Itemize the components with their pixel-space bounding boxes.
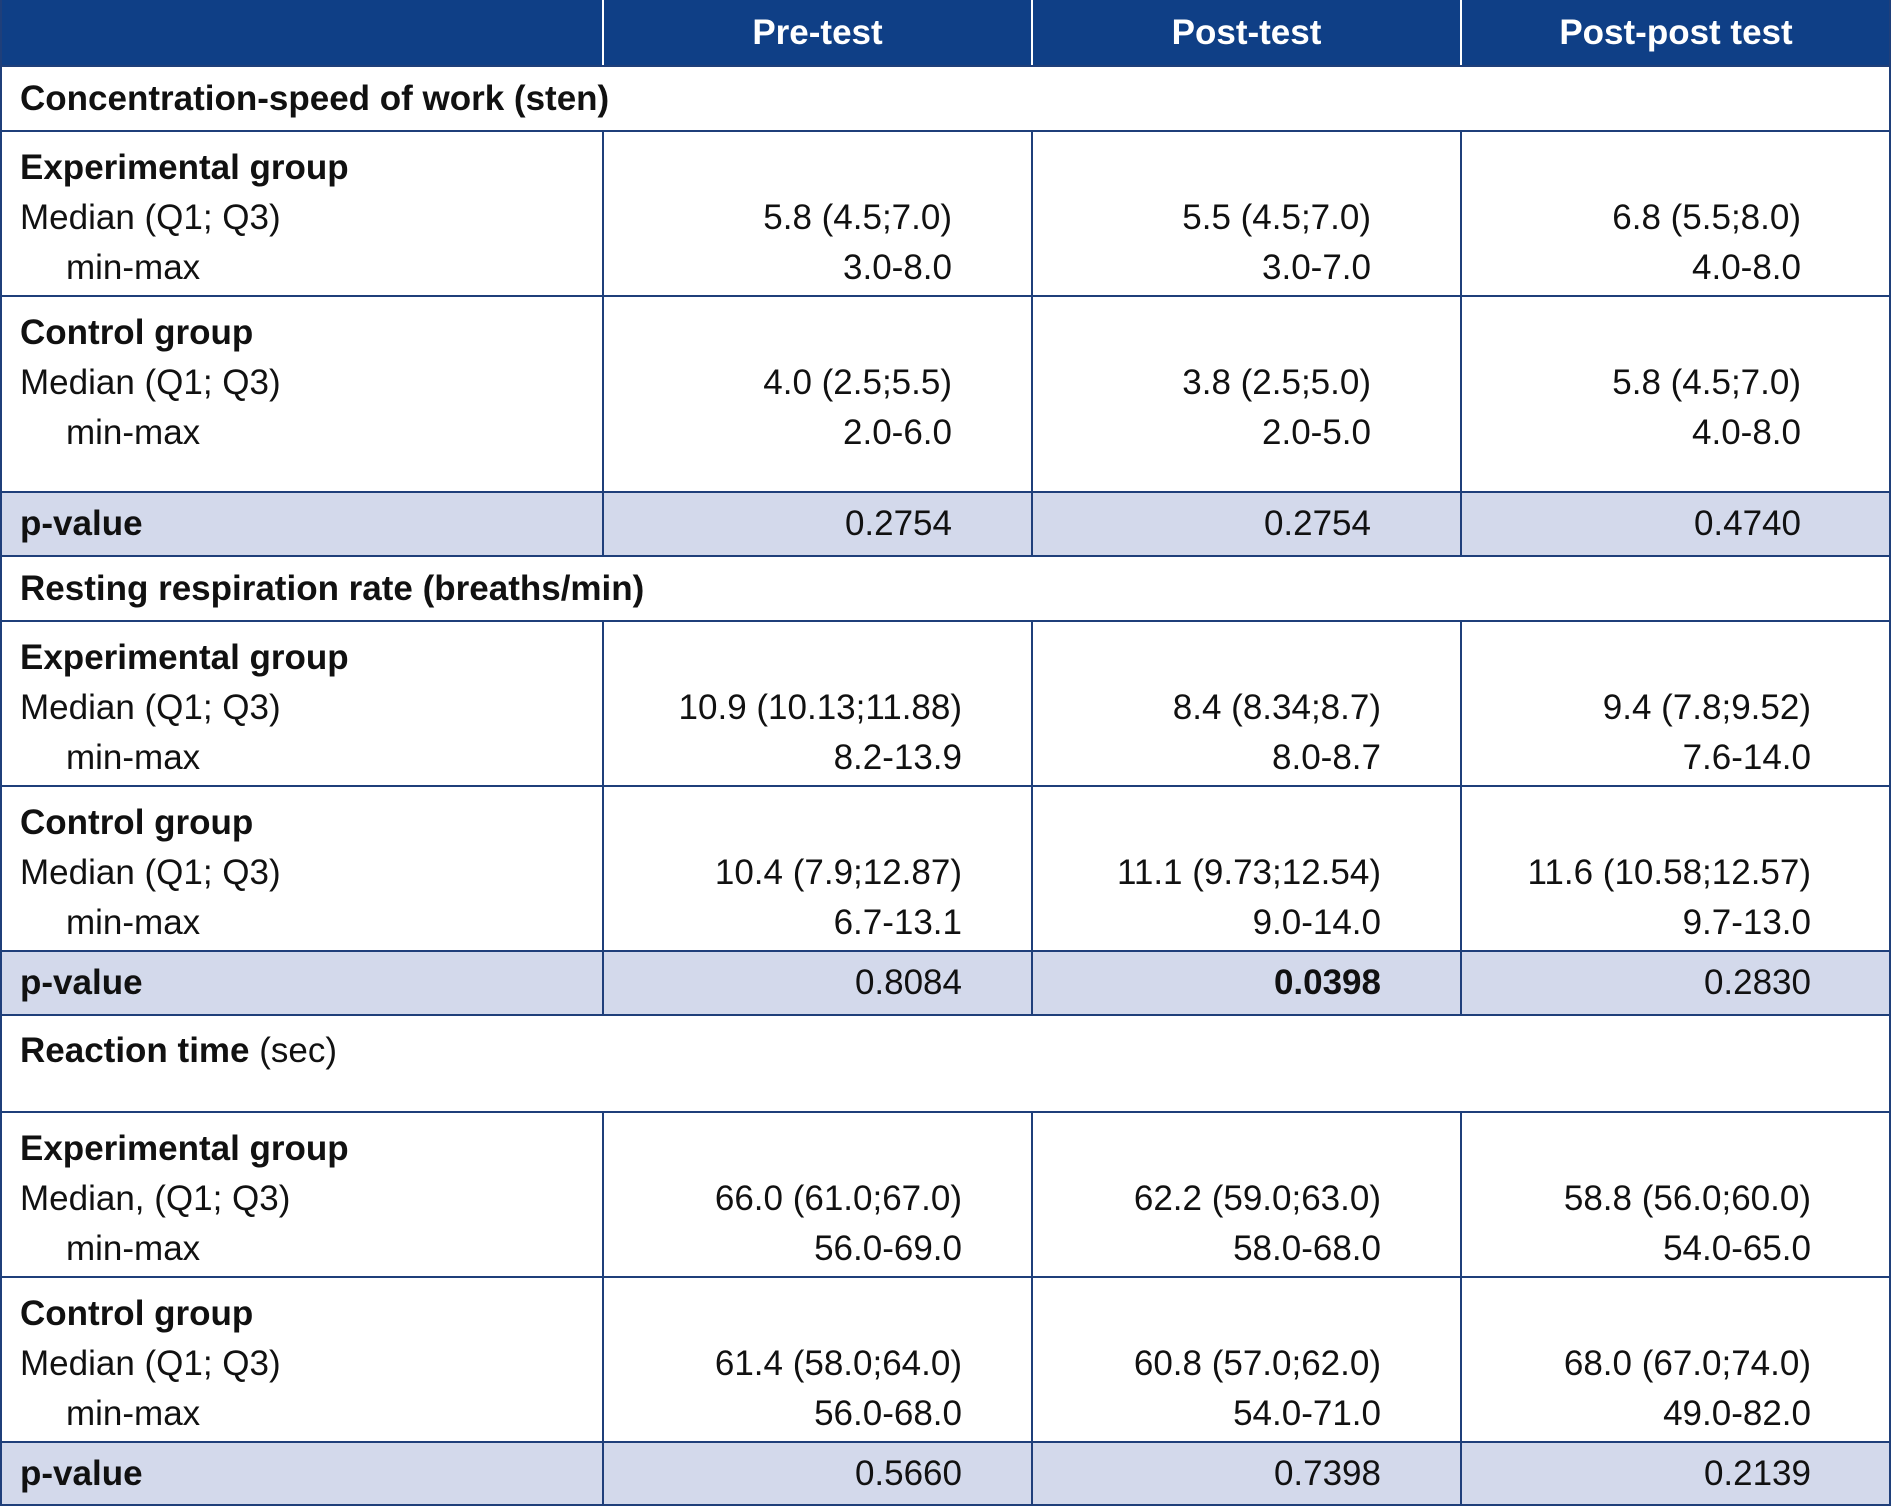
pvalue-value-significant: 0.0398 [1273,963,1381,1002]
median-value: 3.8 (2.5;5.0) [1182,363,1371,402]
pvalue-value: 0.5660 [854,1454,962,1493]
pvalue-value: 0.2139 [1703,1454,1811,1493]
minmax-label: min-max [66,1394,201,1433]
median-value: 5.8 (4.5;7.0) [1612,363,1801,402]
pvalue-label: p-value [20,504,143,543]
pvalue-value: 0.8084 [854,963,962,1002]
pvalue-value: 0.2754 [844,504,952,543]
minmax-value: 7.6-14.0 [1682,738,1811,777]
pvalue-value: 0.4740 [1693,504,1801,543]
minmax-value: 3.0-7.0 [1262,248,1371,287]
pvalue-row: p-value 0.5660 0.7398 0.2139 [0,1442,1891,1506]
header-cell-post-test: Post-test [1032,0,1461,66]
header-post-test: Post-test [1171,13,1322,52]
minmax-value: 4.0-8.0 [1692,413,1801,452]
group-row-control: Control group Median (Q1; Q3) min-max 61… [0,1277,1891,1442]
section-title: Reaction time (sec) [20,1026,337,1076]
minmax-value: 2.0-5.0 [1262,413,1371,452]
minmax-value: 9.0-14.0 [1252,903,1381,942]
median-value: 61.4 (58.0;64.0) [714,1344,962,1383]
table-header-row: Pre-test Post-test Post-post test [0,0,1891,66]
minmax-value: 4.0-8.0 [1692,248,1801,287]
header-cell-post-post-test: Post-post test [1461,0,1891,66]
minmax-label: min-max [66,903,201,942]
minmax-label: min-max [66,1229,201,1268]
section-title-unit: (sec) [249,1031,337,1070]
group-label: Control group [20,313,254,352]
median-value: 11.6 (10.58;12.57) [1527,853,1811,892]
minmax-value: 8.0-8.7 [1272,738,1381,777]
median-value: 10.4 (7.9;12.87) [714,853,962,892]
median-value: 8.4 (8.34;8.7) [1172,688,1381,727]
median-value: 10.9 (10.13;11.88) [678,688,962,727]
header-cell-empty [0,0,603,66]
section-title-row: Concentration-speed of work (sten) [0,66,1891,131]
pvalue-label: p-value [20,1454,143,1493]
group-row-control: Control group Median (Q1; Q3) min-max 10… [0,786,1891,951]
median-value: 5.8 (4.5;7.0) [763,198,952,237]
minmax-value: 58.0-68.0 [1233,1229,1381,1268]
group-row-experimental: Experimental group Median (Q1; Q3) min-m… [0,621,1891,786]
pvalue-value: 0.2830 [1703,963,1811,1002]
section-title-row: Resting respiration rate (breaths/min) [0,556,1891,621]
section-title: Concentration-speed of work (sten) [20,79,610,118]
group-row-experimental: Experimental group Median, (Q1; Q3) min-… [0,1112,1891,1277]
header-pre-test: Pre-test [752,13,883,52]
minmax-value: 3.0-8.0 [843,248,952,287]
median-value: 62.2 (59.0;63.0) [1133,1179,1381,1218]
median-value: 60.8 (57.0;62.0) [1133,1344,1381,1383]
header-cell-pre-test: Pre-test [603,0,1032,66]
header-post-post-test: Post-post test [1559,13,1793,52]
minmax-value: 56.0-68.0 [814,1394,962,1433]
median-label: Median (Q1; Q3) [20,1344,281,1383]
section-title-row: Reaction time (sec) [0,1015,1891,1112]
section-title: Resting respiration rate (breaths/min) [20,569,645,608]
minmax-label: min-max [66,248,201,287]
median-label: Median (Q1; Q3) [20,198,281,237]
median-label: Median (Q1; Q3) [20,363,281,402]
group-label: Control group [20,1294,254,1333]
minmax-value: 6.7-13.1 [833,903,962,942]
median-value: 6.8 (5.5;8.0) [1612,198,1801,237]
minmax-value: 8.2-13.9 [833,738,962,777]
minmax-value: 9.7-13.0 [1682,903,1811,942]
median-label: Median (Q1; Q3) [20,688,281,727]
median-value: 4.0 (2.5;5.5) [763,363,952,402]
minmax-value: 56.0-69.0 [814,1229,962,1268]
group-label: Experimental group [20,1129,349,1168]
pvalue-row: p-value 0.8084 0.0398 0.2830 [0,951,1891,1015]
minmax-value: 54.0-71.0 [1233,1394,1381,1433]
group-row-control: Control group Median (Q1; Q3) min-max 4.… [0,296,1891,492]
median-label: Median, (Q1; Q3) [20,1179,291,1218]
median-value: 11.1 (9.73;12.54) [1117,853,1381,892]
median-value: 5.5 (4.5;7.0) [1182,198,1371,237]
minmax-value: 49.0-82.0 [1663,1394,1811,1433]
pvalue-label: p-value [20,963,143,1002]
group-label: Experimental group [20,638,349,677]
group-label: Experimental group [20,148,349,187]
median-value: 58.8 (56.0;60.0) [1563,1179,1811,1218]
pvalue-value: 0.7398 [1273,1454,1381,1493]
pvalue-value: 0.2754 [1263,504,1371,543]
minmax-label: min-max [66,738,201,777]
minmax-value: 2.0-6.0 [843,413,952,452]
group-label: Control group [20,803,254,842]
minmax-label: min-max [66,413,201,452]
median-value: 68.0 (67.0;74.0) [1563,1344,1811,1383]
group-row-experimental: Experimental group Median (Q1; Q3) min-m… [0,131,1891,296]
section-title-bold: Reaction time [20,1031,250,1070]
pvalue-row: p-value 0.2754 0.2754 0.4740 [0,492,1891,556]
median-label: Median (Q1; Q3) [20,853,281,892]
median-value: 9.4 (7.8;9.52) [1602,688,1811,727]
median-value: 66.0 (61.0;67.0) [714,1179,962,1218]
minmax-value: 54.0-65.0 [1663,1229,1811,1268]
